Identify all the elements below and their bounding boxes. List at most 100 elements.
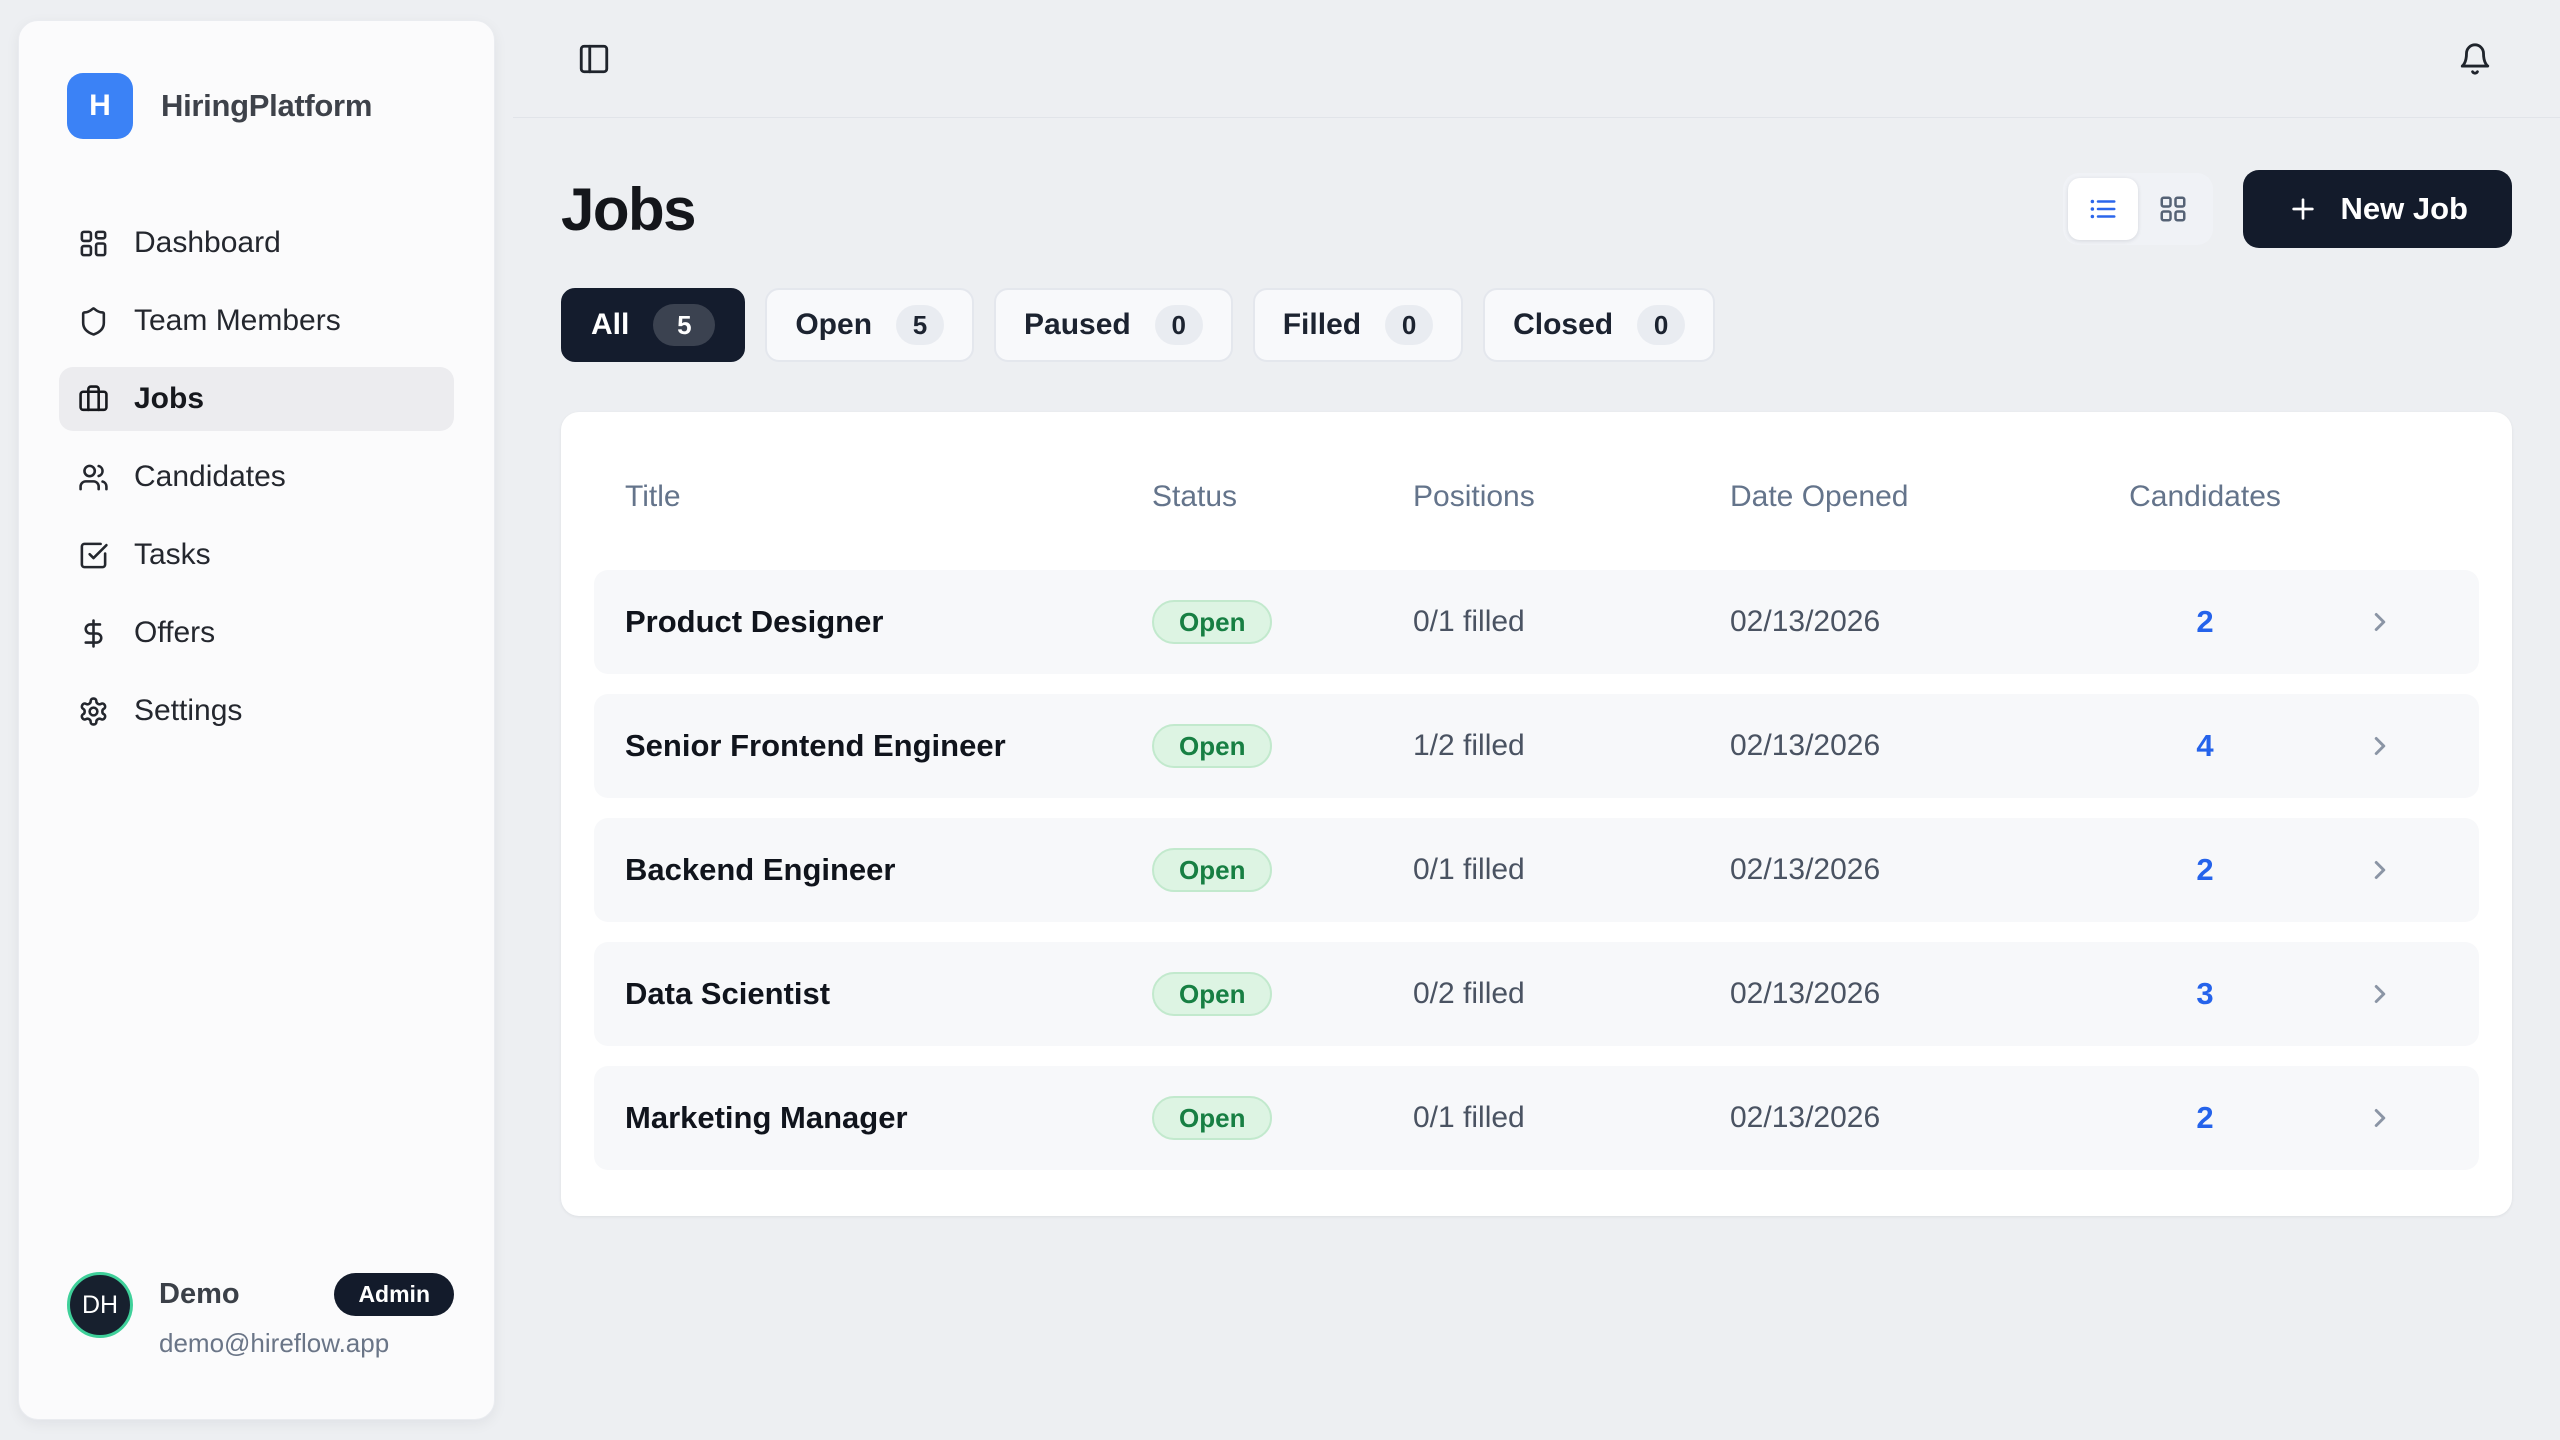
tab-filled[interactable]: Filled 0 (1252, 288, 1464, 362)
list-icon (2090, 199, 2116, 219)
candidates-count[interactable]: 2 (2196, 1100, 2214, 1135)
sidebar-item-team-members[interactable]: Team Members (59, 289, 454, 353)
sidebar-item-settings[interactable]: Settings (59, 679, 454, 743)
candidates-count[interactable]: 2 (2196, 604, 2214, 639)
briefcase-icon (79, 384, 108, 411)
bell-icon (2460, 43, 2490, 75)
chevron-right-icon (2374, 613, 2386, 631)
main-area: Jobs New Job All 5 (513, 0, 2560, 1440)
date-opened-cell: 02/13/2026 (1730, 729, 1881, 762)
tab-open[interactable]: Open 5 (765, 288, 975, 362)
column-header-status: Status (1152, 480, 1238, 513)
brand-name: HiringPlatform (161, 88, 373, 123)
avatar: DH (67, 1272, 133, 1338)
chevron-right-icon (2374, 737, 2386, 755)
filter-tabs: All 5 Open 5 Paused 0 Filled 0 Closed 0 (561, 288, 2512, 362)
table-row[interactable]: Product Designer Open 0/1 filled 02/13/2… (594, 570, 2479, 674)
tab-count-badge: 0 (1154, 305, 1203, 345)
plus-icon (2291, 198, 2314, 220)
job-title: Data Scientist (625, 976, 831, 1011)
candidates-count[interactable]: 4 (2196, 728, 2214, 763)
table-row[interactable]: Data Scientist Open 0/2 filled 02/13/202… (594, 942, 2479, 1046)
jobs-table-card: Title Status Positions Date Opened Candi… (561, 412, 2512, 1216)
positions-cell: 0/2 filled (1413, 977, 1525, 1010)
page-title: Jobs (561, 175, 697, 243)
user-panel: DH Demo Admin demo@hireflow.app (19, 1272, 494, 1419)
positions-cell: 0/1 filled (1413, 1101, 1525, 1134)
table-row[interactable]: Marketing Manager Open 0/1 filled 02/13/… (594, 1066, 2479, 1170)
tab-label: Open (795, 308, 873, 341)
grid-icon (2160, 196, 2186, 222)
gear-icon (80, 696, 107, 726)
column-header-title: Title (625, 480, 681, 513)
positions-cell: 1/2 filled (1413, 729, 1525, 762)
sidebar-item-label: Dashboard (134, 226, 281, 259)
sidebar: H HiringPlatform Dashboard Team Members … (18, 20, 495, 1420)
check-square-icon (80, 542, 108, 568)
row-open-button[interactable] (2281, 1103, 2479, 1133)
job-title: Product Designer (625, 604, 884, 639)
chevron-right-icon (2374, 861, 2386, 879)
sidebar-item-dashboard[interactable]: Dashboard (59, 211, 454, 275)
date-opened-cell: 02/13/2026 (1730, 853, 1881, 886)
tab-count-badge: 0 (1385, 305, 1434, 345)
sidebar-nav: Dashboard Team Members Jobs Candidates T… (19, 211, 494, 743)
panel-left-icon (579, 44, 609, 73)
job-title: Backend Engineer (625, 852, 896, 887)
sidebar-item-offers[interactable]: Offers (59, 601, 454, 665)
tab-closed[interactable]: Closed 0 (1483, 288, 1716, 362)
sidebar-item-label: Tasks (134, 538, 211, 571)
new-job-label: New Job (2340, 191, 2468, 226)
topbar (513, 0, 2560, 118)
brand: H HiringPlatform (19, 21, 494, 139)
tab-paused[interactable]: Paused 0 (994, 288, 1233, 362)
tab-count-badge: 0 (1637, 305, 1686, 345)
grid-view-button[interactable] (2138, 178, 2208, 240)
sidebar-item-candidates[interactable]: Candidates (59, 445, 454, 509)
status-badge: Open (1152, 972, 1273, 1016)
tab-label: Closed (1513, 308, 1614, 341)
tab-label: All (591, 308, 630, 341)
chevron-right-icon (2374, 1109, 2386, 1127)
status-badge: Open (1152, 848, 1273, 892)
job-title: Marketing Manager (625, 1100, 908, 1135)
row-open-button[interactable] (2281, 855, 2479, 885)
list-view-button[interactable] (2067, 178, 2138, 240)
sidebar-item-label: Jobs (134, 382, 205, 415)
sidebar-item-label: Team Members (134, 304, 341, 337)
sidebar-item-tasks[interactable]: Tasks (59, 523, 454, 587)
tab-count-badge: 5 (896, 305, 945, 345)
sidebar-toggle-button[interactable] (577, 42, 611, 76)
positions-cell: 0/1 filled (1413, 853, 1525, 886)
tab-label: Paused (1024, 308, 1131, 341)
job-title: Senior Frontend Engineer (625, 728, 1006, 763)
shield-icon (81, 306, 106, 336)
sidebar-item-label: Candidates (134, 460, 286, 493)
tab-all[interactable]: All 5 (561, 288, 746, 362)
row-open-button[interactable] (2281, 607, 2479, 637)
notifications-button[interactable] (2458, 42, 2492, 76)
user-email: demo@hireflow.app (159, 1328, 390, 1358)
table-header: Title Status Positions Date Opened Candi… (594, 412, 2479, 570)
column-header-date-opened: Date Opened (1730, 480, 1909, 513)
status-badge: Open (1152, 600, 1273, 644)
table-row[interactable]: Senior Frontend Engineer Open 1/2 filled… (594, 694, 2479, 798)
dollar-icon (84, 618, 103, 648)
tab-label: Filled (1282, 308, 1362, 341)
column-header-candidates: Candidates (2129, 480, 2281, 513)
row-open-button[interactable] (2281, 731, 2479, 761)
row-open-button[interactable] (2281, 979, 2479, 1009)
new-job-button[interactable]: New Job (2242, 170, 2512, 248)
status-badge: Open (1152, 1096, 1273, 1140)
candidates-count[interactable]: 3 (2196, 976, 2214, 1011)
sidebar-item-jobs[interactable]: Jobs (59, 367, 454, 431)
sidebar-item-label: Settings (134, 694, 243, 727)
sidebar-item-label: Offers (134, 616, 216, 649)
chevron-right-icon (2374, 985, 2386, 1003)
candidates-count[interactable]: 2 (2196, 852, 2214, 887)
tab-count-badge: 5 (653, 304, 716, 346)
dashboard-icon (80, 230, 107, 256)
user-info: Demo Admin demo@hireflow.app (159, 1272, 454, 1359)
user-name: Demo (159, 1278, 240, 1310)
table-row[interactable]: Backend Engineer Open 0/1 filled 02/13/2… (594, 818, 2479, 922)
